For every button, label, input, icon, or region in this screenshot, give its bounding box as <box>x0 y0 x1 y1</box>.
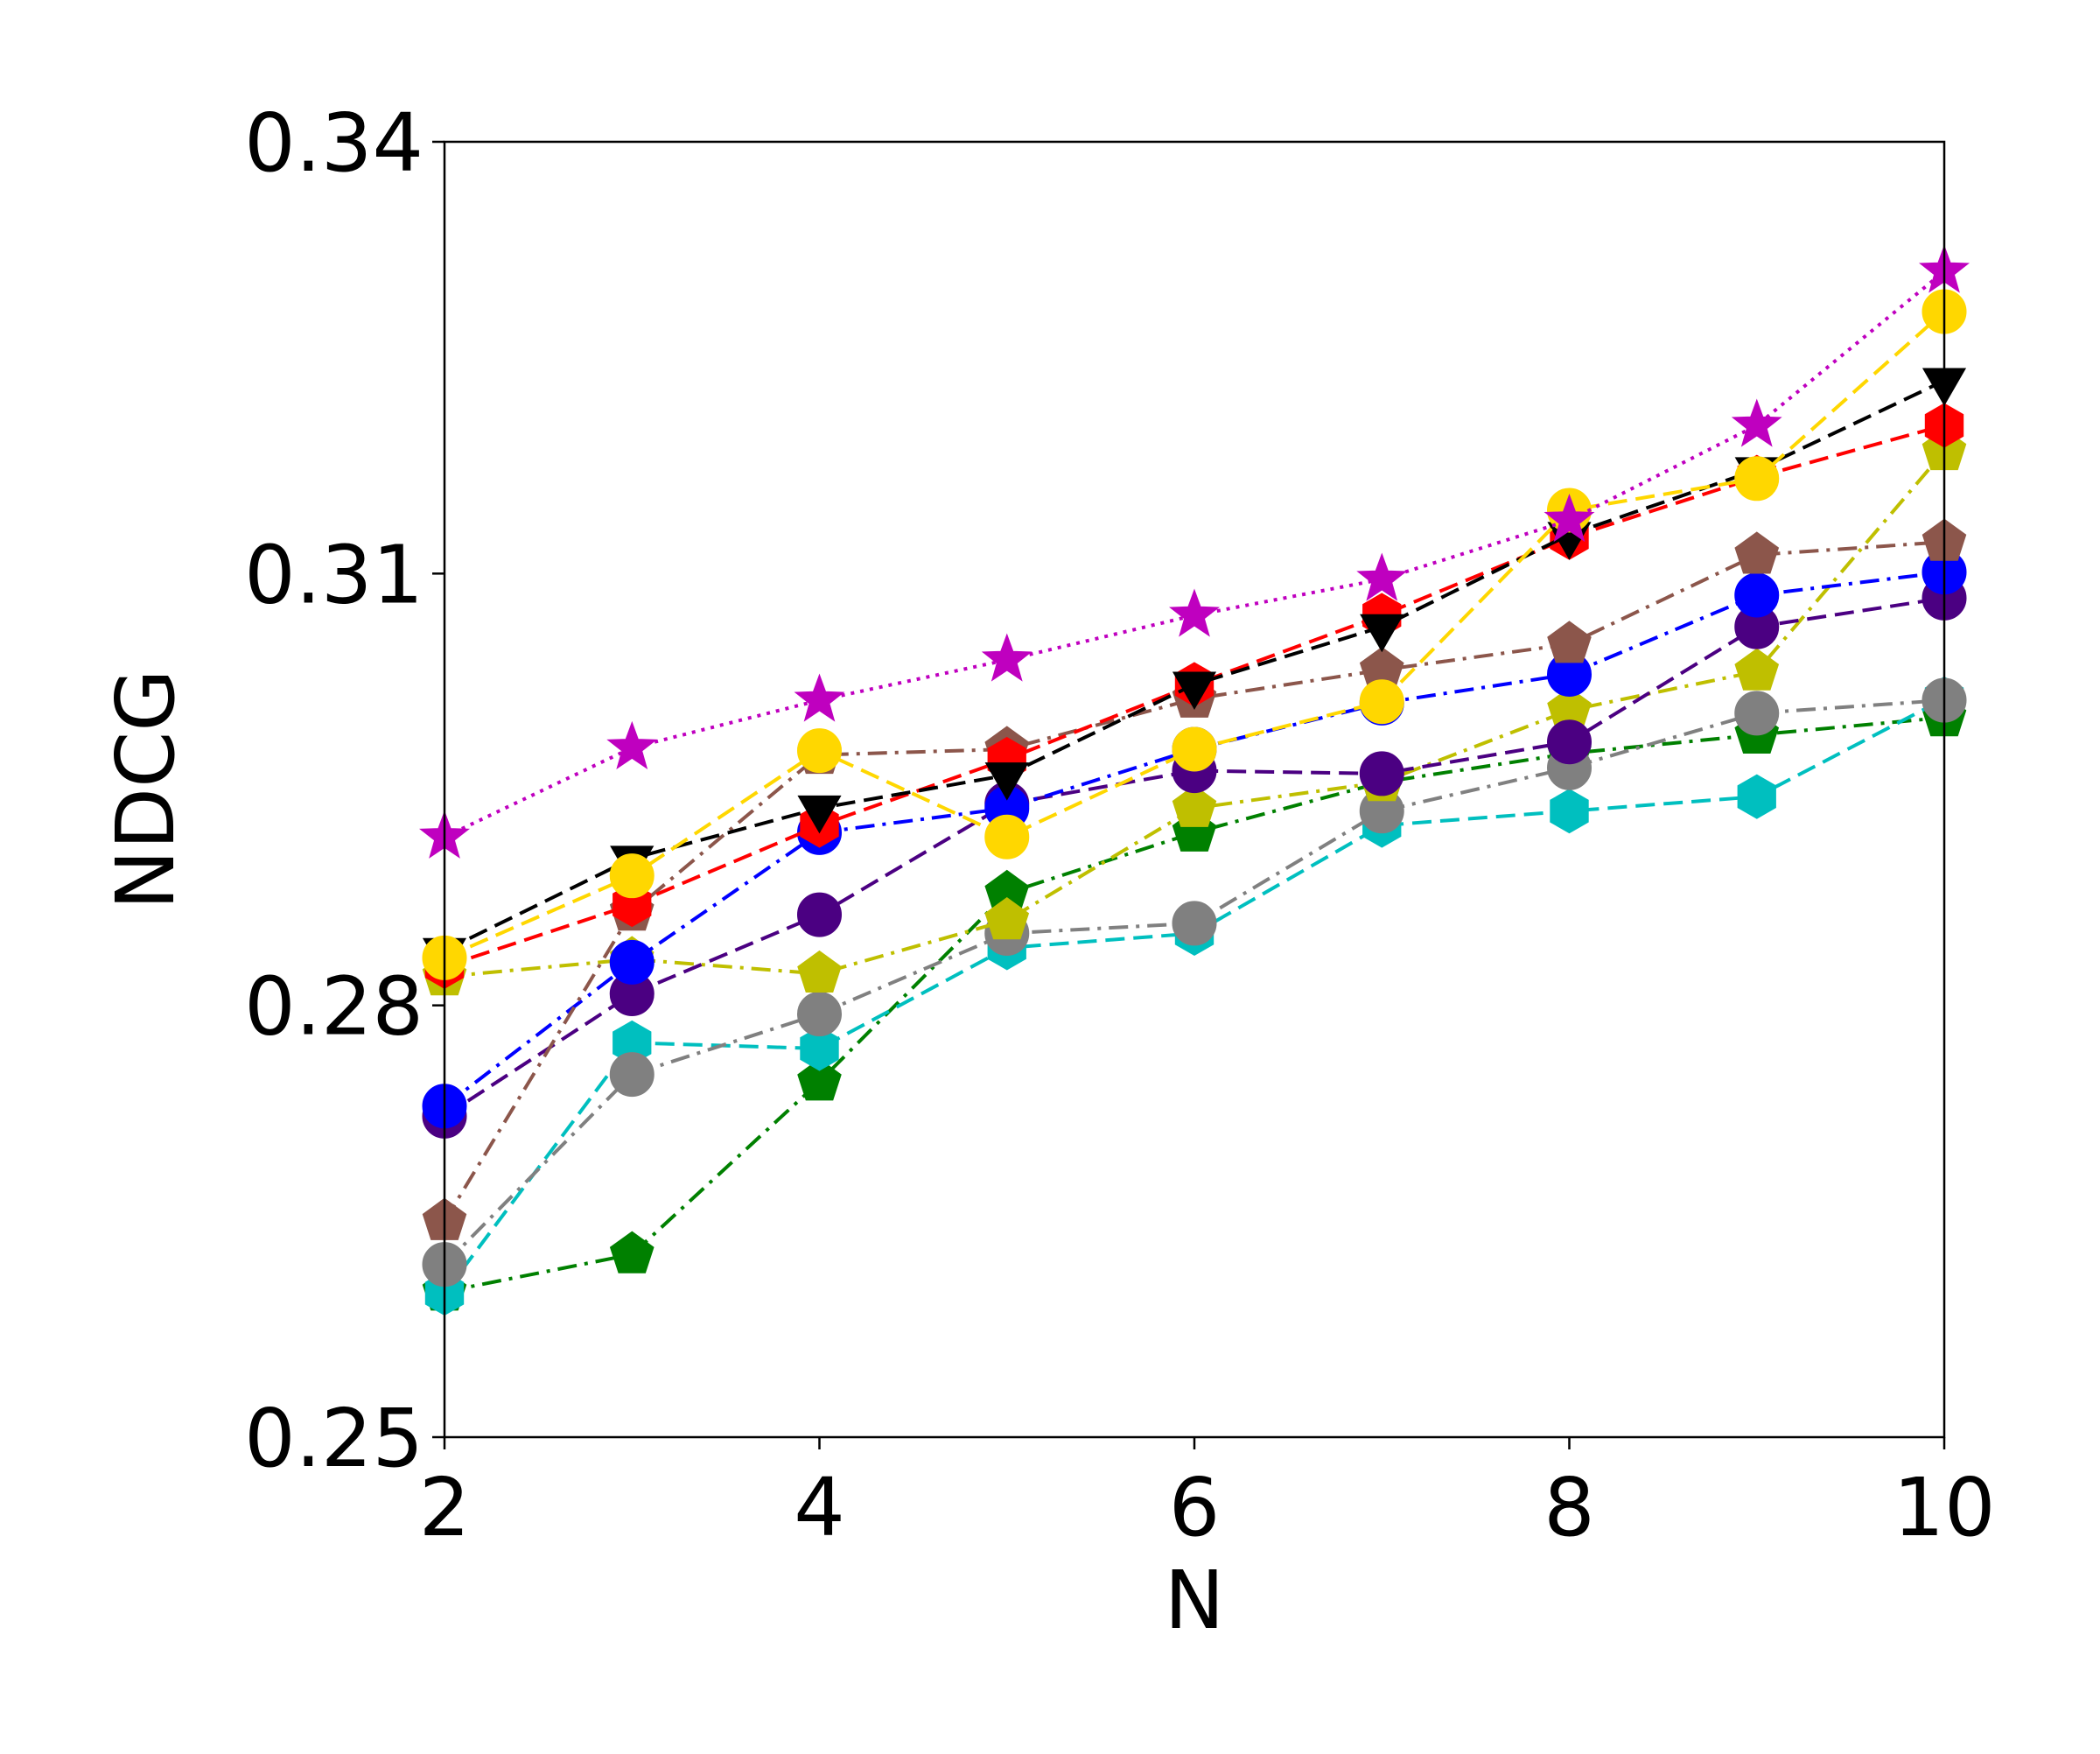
series-line <box>443 596 1945 1118</box>
data-point <box>1547 719 1592 765</box>
series-line <box>444 270 1946 839</box>
data-point <box>797 892 842 937</box>
data-point <box>1359 679 1404 725</box>
data-point <box>1172 784 1217 827</box>
series-line <box>443 540 1945 1223</box>
data-point <box>800 1026 839 1071</box>
data-point <box>984 762 1029 801</box>
data-point <box>984 896 1030 940</box>
data-point <box>609 939 654 985</box>
data-point <box>797 992 842 1037</box>
data-point <box>797 728 842 774</box>
data-point <box>981 633 1032 682</box>
series-line <box>444 715 1945 1294</box>
axes-layer: 2 4 6 8 10 0.25 0.28 0.31 0.34 <box>244 96 1995 1554</box>
x-axis-label: N <box>1165 1554 1225 1647</box>
data-point <box>1734 648 1780 691</box>
data-point <box>609 1052 654 1098</box>
data-point <box>1547 621 1592 663</box>
y-tick-label: 0.34 <box>244 96 424 190</box>
data-point <box>984 814 1030 859</box>
x-tick-label: 6 <box>1169 1461 1221 1554</box>
data-point <box>1734 456 1780 502</box>
data-point <box>1734 572 1780 618</box>
data-point <box>1731 398 1782 447</box>
data-point <box>1172 671 1217 711</box>
series-layer <box>419 244 1970 1316</box>
data-point <box>1734 691 1780 736</box>
data-point <box>1360 614 1404 653</box>
data-point <box>797 1058 842 1101</box>
data-point <box>1359 751 1404 796</box>
data-point <box>1734 531 1780 574</box>
x-tick-label: 8 <box>1544 1461 1595 1554</box>
data-point <box>797 950 842 993</box>
data-point <box>1172 901 1217 946</box>
y-tick-label: 0.28 <box>244 960 424 1054</box>
data-point <box>609 1231 654 1273</box>
data-point <box>1169 588 1220 637</box>
data-point <box>797 795 842 834</box>
y-tick-label: 0.25 <box>244 1392 424 1485</box>
x-tick-label: 10 <box>1893 1461 1995 1554</box>
y-axis-label: NDCG <box>99 669 192 909</box>
data-point <box>1356 552 1408 601</box>
y-tick-label: 0.31 <box>244 528 424 621</box>
x-tick-label: 2 <box>419 1461 471 1554</box>
data-point <box>794 673 845 722</box>
data-point <box>1550 789 1589 834</box>
x-tick-label: 4 <box>794 1461 845 1554</box>
data-point <box>609 853 654 899</box>
data-point <box>1172 726 1217 772</box>
data-point <box>1544 494 1595 543</box>
data-point <box>606 720 658 769</box>
data-point <box>1737 774 1776 819</box>
